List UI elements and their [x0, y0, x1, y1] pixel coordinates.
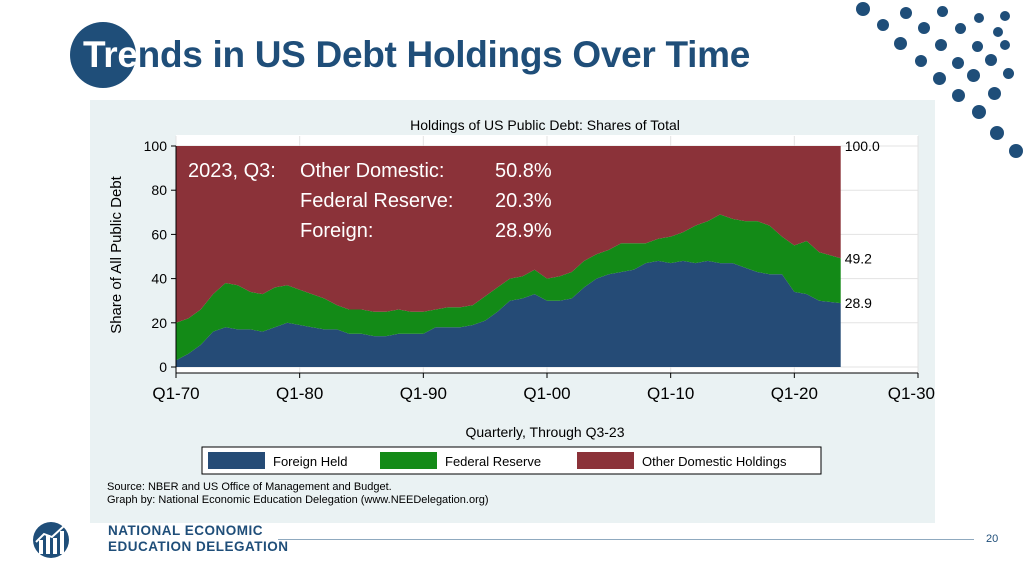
end-label: 28.9 [845, 295, 872, 311]
dot [985, 54, 997, 66]
dot [952, 57, 964, 69]
y-ticks: 0 20 40 60 80 100 [144, 138, 176, 375]
dot [900, 7, 912, 19]
y-tick-label: 40 [151, 271, 167, 287]
inset-value-foreign: 28.9% [495, 220, 552, 242]
dot [937, 6, 948, 17]
legend-label-federal-reserve: Federal Reserve [445, 454, 541, 469]
dot [933, 72, 946, 85]
legend-swatch-other-domestic [577, 452, 634, 469]
inset-label-federal-reserve: Federal Reserve: [300, 190, 453, 212]
y-axis-label: Share of All Public Debt [108, 175, 125, 333]
source-line-2: Graph by: National Economic Education De… [107, 494, 489, 506]
x-tick-label: Q1-80 [276, 384, 323, 403]
chart-panel: 0 20 40 60 80 100 Q1-70 Q1-80 Q1-90 Q1-00 Q1-10 Q1… [90, 100, 935, 523]
legend-swatch-federal-reserve [380, 452, 437, 469]
dot [1003, 68, 1014, 79]
dot [935, 39, 947, 51]
dot [974, 13, 984, 23]
y-tick-label: 100 [144, 138, 168, 154]
area-series [176, 146, 841, 367]
inset-label-foreign: Foreign: [300, 220, 373, 242]
inset-note: 2023, Q3: Other Domestic: 50.8% Federal … [188, 160, 552, 242]
x-tick-label: Q1-70 [152, 384, 199, 403]
logo-mark-icon [33, 522, 69, 558]
x-ticks: Q1-70 Q1-80 Q1-90 Q1-00 Q1-10 Q1-20 Q1-30 [152, 373, 935, 403]
dot [972, 105, 986, 119]
legend: Foreign Held Federal Reserve Other Domes… [201, 446, 822, 475]
legend-label-foreign: Foreign Held [273, 454, 347, 469]
y-tick-label: 20 [151, 315, 167, 331]
dot [856, 2, 870, 16]
footer-divider [278, 539, 974, 540]
title-rest: nds in US Debt Holdings Over Time [137, 34, 751, 75]
org-name-line-2: EDUCATION DELEGATION [108, 539, 289, 554]
dot [918, 22, 930, 34]
inset-label-other-domestic: Other Domestic: [300, 160, 444, 182]
source-line-1: Source: NBER and US Office of Management… [107, 481, 392, 493]
inset-value-other-domestic: 50.8% [495, 160, 552, 182]
title-circle [70, 22, 136, 88]
dot [993, 27, 1003, 37]
x-tick-label: Q1-20 [771, 384, 818, 403]
dot [955, 23, 966, 34]
x-tick-label: Q1-00 [523, 384, 570, 403]
page-number: 20 [986, 533, 999, 545]
end-labels: 100.0 49.2 28.9 [845, 138, 880, 311]
inset-value-federal-reserve: 20.3% [495, 190, 552, 212]
y-tick-label: 60 [151, 226, 167, 242]
dot [915, 55, 927, 67]
y-tick-label: 80 [151, 182, 167, 198]
x-tick-label: Q1-30 [888, 384, 935, 403]
legend-box [201, 446, 822, 475]
dot [952, 89, 965, 102]
dot [990, 126, 1004, 140]
y-tick-label: 0 [159, 359, 167, 375]
title-text: Trends in US Debt Holdings Over Time [83, 34, 750, 76]
dot [1000, 40, 1010, 50]
dot [1000, 11, 1010, 21]
dot [988, 87, 1001, 100]
area-foreign [176, 260, 841, 367]
area-other-domestic [176, 146, 841, 323]
chart-title: Holdings of US Public Debt: Shares of To… [410, 117, 680, 133]
inset-date: 2023, Q3: [188, 160, 276, 182]
x-axis-label: Quarterly, Through Q3-23 [465, 424, 624, 440]
legend-label-other-domestic: Other Domestic Holdings [642, 454, 787, 469]
x-tick-label: Q1-10 [647, 384, 694, 403]
slide-title: Trends in US Debt Holdings Over Time [70, 22, 750, 88]
dot [894, 37, 907, 50]
legend-swatch-foreign [208, 452, 265, 469]
dot [972, 41, 983, 52]
end-label: 100.0 [845, 138, 880, 154]
x-tick-label: Q1-90 [400, 384, 447, 403]
dot [877, 19, 889, 31]
dot [1009, 144, 1023, 158]
area-federal-reserve [176, 214, 841, 361]
end-label: 49.2 [845, 250, 872, 266]
title-first: Tre [83, 34, 138, 75]
dot [967, 69, 980, 82]
org-name-line-1: NATIONAL ECONOMIC [108, 523, 263, 538]
